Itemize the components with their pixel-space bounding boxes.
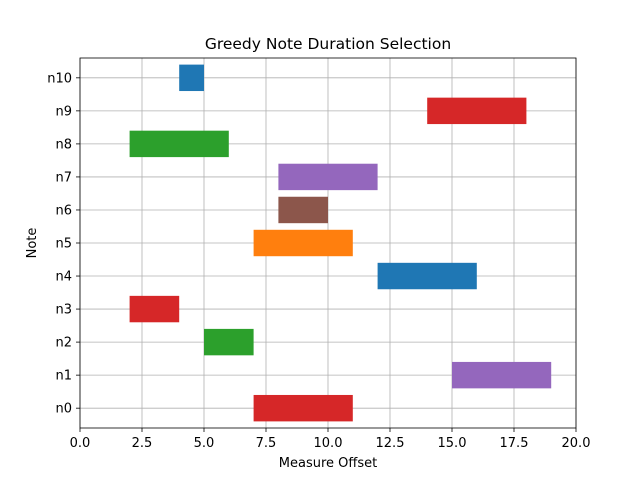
y-tick-label: n2 (55, 336, 72, 351)
y-tick-label: n7 (55, 170, 72, 185)
y-tick-label: n10 (47, 71, 72, 86)
y-tick-label: n8 (55, 137, 72, 152)
bar-n8 (129, 130, 229, 158)
bar-n3 (129, 295, 180, 323)
y-tick: n9 (55, 104, 80, 119)
bar-n1 (452, 361, 552, 389)
bar-n2 (204, 328, 254, 356)
x-tick-label: 12.5 (376, 436, 405, 451)
x-tick-label: 7.5 (256, 436, 277, 451)
y-tick: n6 (55, 203, 80, 218)
x-tick: 20.0 (562, 428, 591, 451)
y-tick-label: n1 (55, 369, 72, 384)
y-axis-ticks: n0 n1 n2 n3 n4 n5 n6 n7 n8 n9 n10 (47, 71, 80, 417)
y-tick-label: n5 (55, 237, 72, 252)
bar-n4 (377, 262, 477, 290)
y-tick-label: n9 (55, 104, 72, 119)
y-tick: n0 (55, 402, 80, 417)
bar-n5 (253, 229, 353, 257)
bar-n7 (278, 163, 378, 191)
bar-n9 (427, 97, 527, 125)
x-tick: 5.0 (194, 428, 215, 451)
x-axis-label: Measure Offset (279, 456, 377, 471)
y-tick: n4 (55, 270, 80, 285)
y-tick: n10 (47, 71, 80, 86)
bar-n0 (253, 394, 353, 422)
bar-n6 (278, 196, 328, 224)
y-tick: n5 (55, 237, 80, 252)
x-tick-label: 2.5 (132, 436, 153, 451)
x-tick-label: 5.0 (194, 436, 215, 451)
y-tick: n8 (55, 137, 80, 152)
bar-n10 (179, 64, 204, 92)
chart-title: Greedy Note Duration Selection (205, 35, 451, 53)
y-tick: n2 (55, 336, 80, 351)
y-tick: n3 (55, 303, 80, 318)
y-tick-label: n4 (55, 270, 72, 285)
x-tick-label: 20.0 (562, 436, 591, 451)
x-axis-ticks: 0.0 2.5 5.0 7.5 10.0 12.5 15.0 17.5 20.0 (70, 428, 591, 451)
x-tick: 7.5 (256, 428, 277, 451)
y-tick-label: n0 (55, 402, 72, 417)
x-tick: 10.0 (314, 428, 343, 451)
x-tick: 15.0 (438, 428, 467, 451)
y-tick-label: n6 (55, 203, 72, 218)
y-axis-label: Note (25, 228, 40, 259)
bars-group (129, 64, 552, 422)
x-tick: 2.5 (132, 428, 153, 451)
y-tick-label: n3 (55, 303, 72, 318)
x-tick-label: 0.0 (70, 436, 91, 451)
x-tick-label: 17.5 (500, 436, 529, 451)
x-tick-label: 15.0 (438, 436, 467, 451)
x-tick: 0.0 (70, 428, 91, 451)
x-tick: 12.5 (376, 428, 405, 451)
x-tick: 17.5 (500, 428, 529, 451)
y-tick: n7 (55, 170, 80, 185)
x-tick-label: 10.0 (314, 436, 343, 451)
y-tick: n1 (55, 369, 80, 384)
